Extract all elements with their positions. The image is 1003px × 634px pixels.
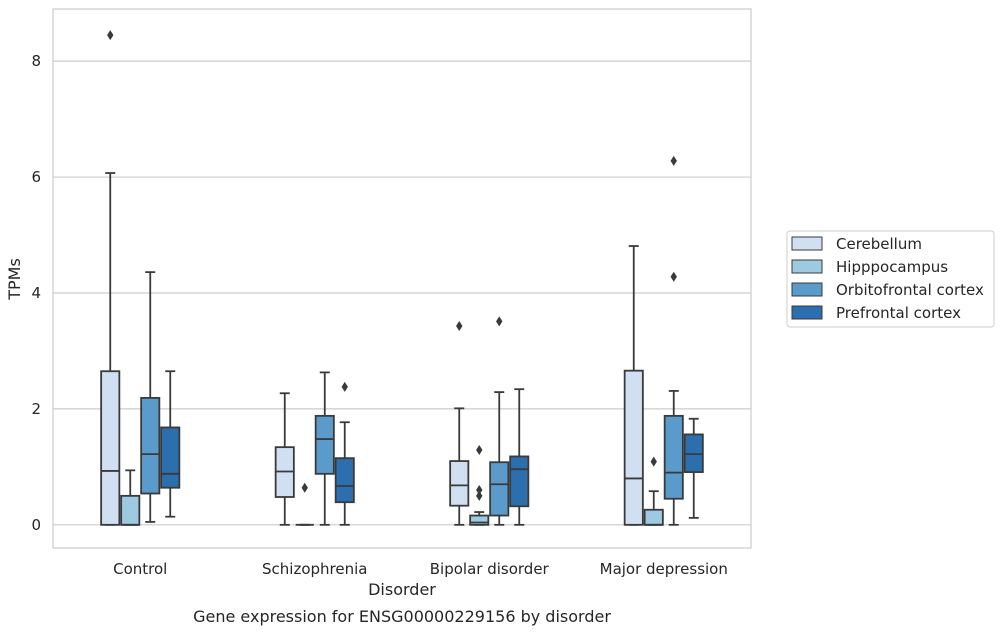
outlier-point (650, 456, 657, 467)
box-body (314, 414, 335, 475)
box-body (334, 457, 355, 504)
box-1-3 (643, 456, 664, 526)
x-tick-label: Major depression (600, 560, 728, 578)
box-body (509, 455, 530, 508)
y-tick-label: 2 (31, 400, 41, 418)
legend-swatch (791, 236, 823, 251)
outlier-point (456, 321, 463, 332)
outlier-point (476, 490, 483, 501)
box-2-3 (663, 155, 684, 526)
box-3-2 (509, 388, 530, 526)
box-plot-area (100, 30, 704, 526)
axis-ticks: 0 2 4 6 8 Control Schizophrenia Bipolar disorde… (31, 52, 727, 578)
x-tick-label: Bipolar disorder (430, 560, 550, 578)
outlier-point (107, 30, 114, 41)
y-tick-label: 8 (31, 52, 41, 70)
box-body (643, 508, 664, 526)
box-body (469, 514, 490, 526)
box-1-1 (295, 482, 314, 526)
box-body (140, 396, 161, 495)
box-0-0 (100, 30, 121, 526)
legend-swatch (791, 282, 823, 297)
box-body (623, 369, 644, 526)
legend-swatch (791, 305, 823, 320)
box-3-3 (683, 417, 704, 519)
box-2-2 (489, 316, 510, 526)
legend-label: Prefrontal cortex (836, 304, 961, 322)
box-body (489, 461, 510, 517)
plot-frame (52, 8, 752, 549)
box-2-1 (314, 371, 335, 526)
box-body (160, 426, 181, 489)
box-body (663, 414, 684, 500)
x-tick-label: Schizophrenia (262, 560, 367, 578)
x-tick-label: Control (113, 560, 167, 578)
outlier-point (670, 155, 677, 166)
x-axis-label: Disorder (368, 580, 436, 599)
y-tick-label: 6 (31, 168, 41, 186)
box-body (100, 370, 121, 526)
legend-label: Hipppocampus (836, 258, 948, 276)
outlier-point (341, 381, 348, 392)
box-0-2 (449, 321, 470, 526)
legend: Cerebellum Hipppocampus Orbitofrontal cort… (786, 230, 995, 328)
box-body (120, 494, 141, 526)
outlier-point (476, 485, 483, 496)
legend-swatch (791, 259, 823, 274)
outlier-point (476, 445, 483, 456)
legend-label: Cerebellum (836, 235, 922, 253)
chart-caption: Gene expression for ENSG00000229156 by d… (193, 607, 611, 626)
y-axis-label: TPMs (5, 258, 24, 301)
y-tick-label: 4 (31, 284, 41, 302)
outlier-point (496, 316, 503, 327)
y-tick-label: 0 (31, 516, 41, 534)
box-0-3 (623, 245, 644, 526)
legend-frame (786, 230, 995, 328)
box-3-1 (334, 381, 355, 526)
box-2-0 (140, 271, 161, 523)
box-1-0 (120, 469, 141, 526)
box-1-2 (469, 445, 490, 526)
box-0-1 (274, 392, 295, 526)
box-3-0 (160, 370, 181, 518)
legend-label: Orbitofrontal cortex (836, 281, 984, 299)
box-body (449, 460, 470, 507)
outlier-point (301, 482, 308, 493)
outlier-point (670, 271, 677, 282)
